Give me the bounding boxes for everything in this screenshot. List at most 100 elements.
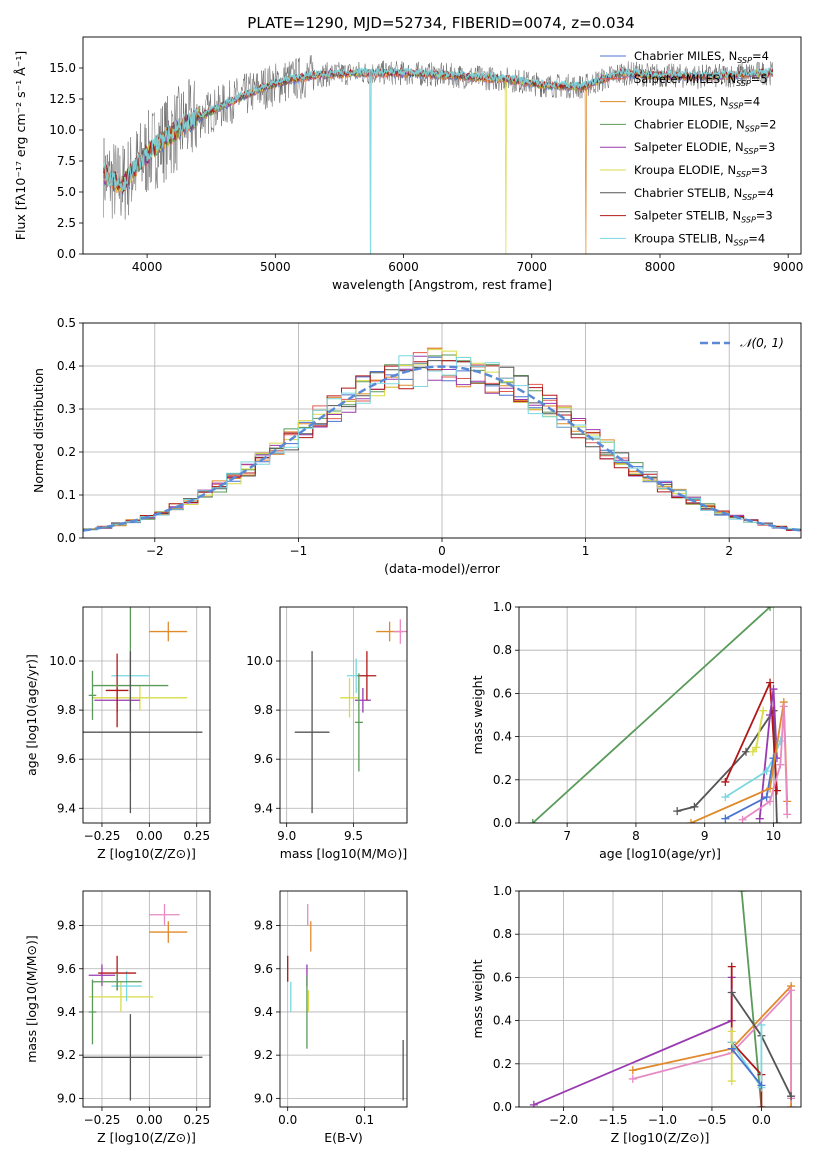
weight-marker [776,760,785,769]
error-bar-point [340,678,359,718]
legend-entry: Kroupa ELODIE, NSSP=3 [634,163,768,179]
weight-marker [787,986,796,995]
y-tick-label: 15.0 [49,61,76,75]
legend-entry: Kroupa STELIB, NSSP=4 [634,231,765,247]
y-tick-label: 9.2 [57,1048,76,1062]
x-axis-label: wavelength [Angstrom, rest frame] [332,277,552,292]
weight-series [738,702,792,823]
y-tick-label: 0.8 [493,643,512,657]
x-axis-label: E(B-V) [324,1130,363,1145]
axes-frame [82,890,211,1108]
weight-marker [727,988,736,997]
x-tick-label: 0.0 [278,1113,297,1127]
weight-marker [779,702,788,711]
weight-marker [783,810,792,819]
age_vs_mass-plot-area [294,619,407,814]
legend-entry: Salpeter MILES, NSSP=5 [634,72,768,88]
weight-line [532,607,771,823]
y-tick-label: 0.0 [493,816,512,830]
x-tick-label: −2 [146,544,164,558]
y-tick-label: 0.5 [57,316,76,330]
weight-marker [721,793,730,802]
weight_vs_age-plot-area [528,607,792,823]
weight-series [727,1027,736,1086]
x-tick-label: −0.5 [697,1113,726,1127]
weight-marker [727,1027,736,1036]
legend-entry: 𝒩(0, 1) [740,336,784,350]
x-tick-label: 0.00 [136,829,163,843]
figure-title: PLATE=1290, MJD=52734, FIBERID=0074, z=0… [247,14,634,32]
axes-frame [518,606,802,824]
weight-marker [766,797,775,806]
error-bar-point [393,619,407,644]
x-tick-label: 9.0 [277,829,296,843]
y-tick-label: 0.4 [493,1014,512,1028]
y-tick-label: 7.5 [57,154,76,168]
x-tick-label: 9000 [773,260,804,274]
y-axis-label: Normed distribution [31,368,46,493]
model-spectrum-line [102,66,774,254]
y-tick-label: 9.6 [57,962,76,976]
x-axis-label: Z [log10(Z/Z⊙)] [97,1130,196,1145]
weight-marker [787,1103,796,1107]
x-tick-label: 7 [563,829,571,843]
x-tick-label: 0.00 [136,1113,163,1127]
weight-series [528,607,775,823]
x-tick-label: 0.1 [355,1113,374,1127]
spectrum-plot-area [102,55,774,254]
weight-series [529,973,736,1107]
x-tick-label: 9 [701,829,709,843]
y-tick-label: 1.0 [493,600,512,614]
error-bar-point [88,670,97,720]
y-tick-label: 0.4 [493,730,512,744]
weight-marker [529,1100,538,1107]
weight-marker [748,747,757,756]
gaussian-curve [83,365,801,532]
y-tick-label: 9.4 [57,1005,76,1019]
x-tick-label: 0.25 [183,829,210,843]
x-tick-label: 0.0 [752,1113,771,1127]
y-tick-label: 1.0 [493,884,512,898]
y-tick-label: 9.8 [57,703,76,717]
mass_vs_Z-plot-area [83,903,203,1101]
x-tick-label: 8000 [645,260,676,274]
error-bar-point [149,621,188,642]
weight-marker [762,767,771,776]
legend-entry: Salpeter ELODIE, NSSP=3 [634,140,775,156]
error-bar-point [354,673,363,772]
weight-series [748,706,768,756]
weight-series [721,754,778,823]
axes-frame [279,890,408,1108]
x-axis-label: (data-model)/error [384,561,501,576]
y-tick-label: 9.8 [57,919,76,933]
y-tick-label: 10.0 [49,123,76,137]
y-tick-label: 10.0 [246,654,273,668]
y-tick-label: 0.1 [57,488,76,502]
x-tick-label: 1 [582,544,590,558]
weight-marker [766,711,775,719]
y-tick-label: 9.6 [57,752,76,766]
error-bar-point [83,1014,203,1101]
error-bar-point [88,979,97,1045]
x-tick-label: −2.0 [549,1113,578,1127]
weight-marker [766,784,775,793]
y-tick-label: 9.6 [254,962,273,976]
weight-marker [759,706,768,715]
y-tick-label: 9.4 [254,801,273,815]
error-bar-point [354,688,371,713]
y-tick-label: 0.2 [493,1057,512,1071]
y-tick-label: 0.0 [493,1100,512,1114]
y-axis-label: age [log10(age/yr)] [24,654,39,776]
y-tick-label: 9.8 [254,919,273,933]
y-tick-label: 9.4 [57,801,76,815]
x-tick-label: −1 [290,544,308,558]
y-tick-label: 0.2 [57,445,76,459]
age_vs_mass-panel: 9.0 9.5 9.4 9.6 9.8 10.0 mass [log10(M/M⊙)] [246,606,408,861]
weight-marker [690,802,699,811]
weight-marker [772,819,781,823]
x-tick-label: 10 [766,829,781,843]
weight-marker [772,786,781,795]
mass_vs_EBV-panel: 0.0 0.1 9.0 9.2 9.4 9.6 9.8 E(B-V) [254,890,408,1145]
y-axis-label: Flux [fλ10⁻¹⁷ erg cm⁻² s⁻¹ Å⁻¹] [13,51,28,240]
x-tick-label: 0.25 [183,1113,210,1127]
